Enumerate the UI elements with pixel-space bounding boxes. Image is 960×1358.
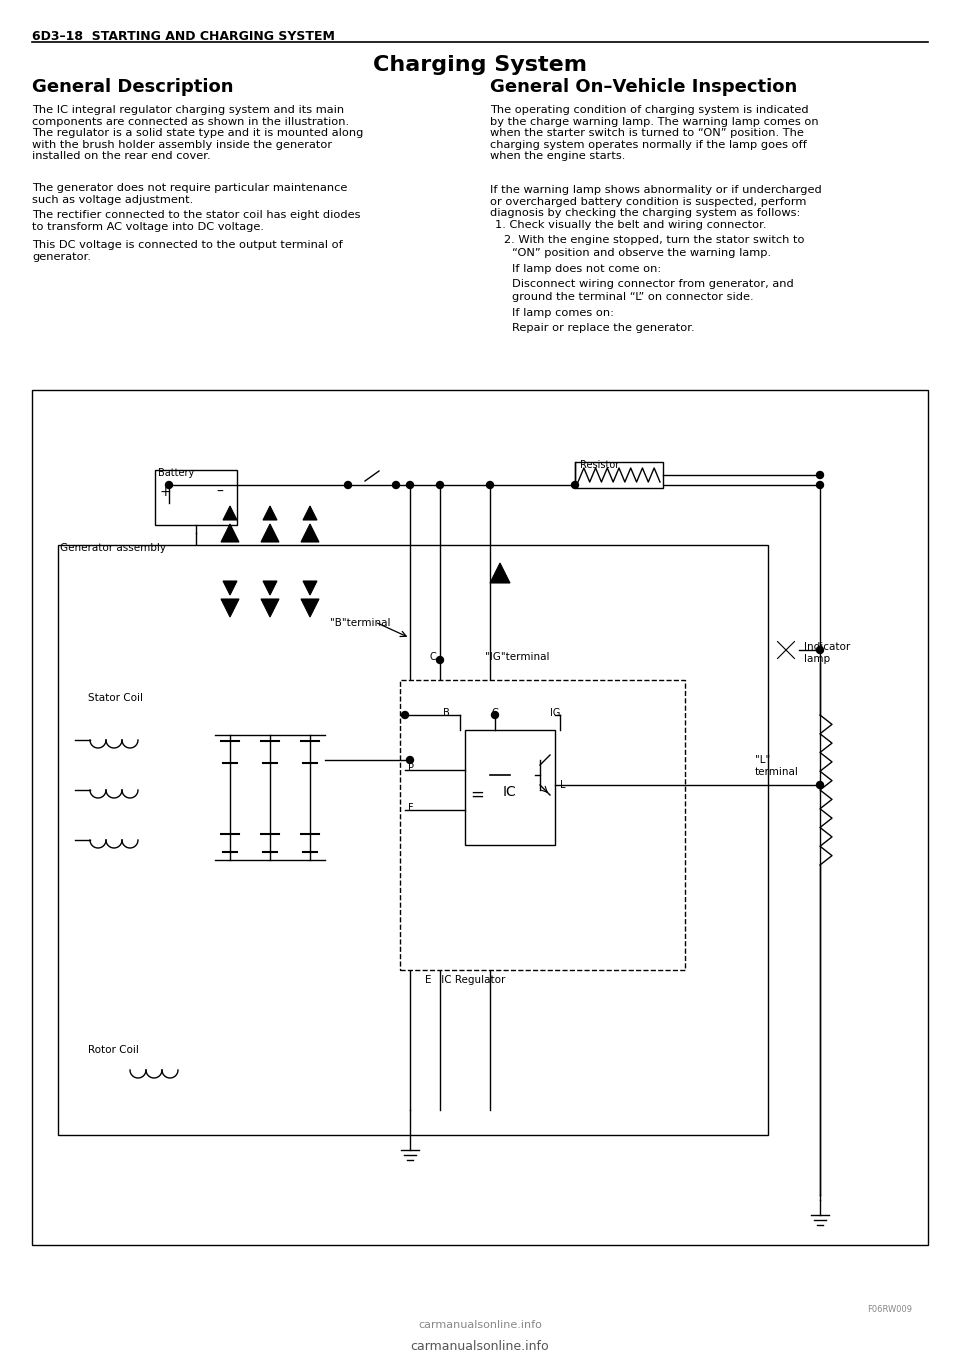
Circle shape — [108, 1066, 116, 1074]
Text: Charging System: Charging System — [373, 56, 587, 75]
Text: C: C — [492, 708, 499, 718]
Text: The IC integral regulator charging system and its main
components are connected : The IC integral regulator charging syste… — [32, 105, 364, 162]
Text: Stator Coil: Stator Coil — [88, 693, 143, 703]
Polygon shape — [301, 599, 319, 617]
Text: =: = — [470, 786, 484, 804]
Bar — [575, 462, 663, 488]
Polygon shape — [263, 581, 277, 595]
Text: "L"
terminal: "L" terminal — [755, 755, 799, 777]
Circle shape — [817, 482, 824, 489]
Text: “ON” position and observe the warning lamp.: “ON” position and observe the warning la… — [512, 249, 771, 258]
Polygon shape — [490, 564, 510, 583]
Text: F: F — [408, 803, 414, 813]
Circle shape — [437, 482, 444, 489]
Polygon shape — [221, 599, 239, 617]
Text: General Description: General Description — [32, 77, 233, 96]
Bar — [155, 470, 237, 526]
Circle shape — [165, 482, 173, 489]
Polygon shape — [221, 524, 239, 542]
Polygon shape — [223, 507, 237, 520]
Text: –: – — [217, 485, 224, 498]
Text: Generator assembly: Generator assembly — [60, 543, 166, 553]
Text: ground the terminal “L” on connector side.: ground the terminal “L” on connector sid… — [512, 292, 754, 301]
Circle shape — [164, 502, 174, 513]
Text: 2. With the engine stopped, turn the stator switch to: 2. With the engine stopped, turn the sta… — [504, 235, 804, 244]
Circle shape — [773, 637, 799, 663]
Polygon shape — [303, 581, 317, 595]
Bar — [400, 680, 685, 970]
Text: IG: IG — [550, 708, 561, 718]
Circle shape — [406, 756, 414, 763]
Text: Disconnect wiring connector from generator, and: Disconnect wiring connector from generat… — [512, 278, 794, 289]
Text: If lamp does not come on:: If lamp does not come on: — [512, 263, 661, 274]
Circle shape — [213, 502, 223, 513]
Text: The operating condition of charging system is indicated
by the charge warning la: The operating condition of charging syst… — [490, 105, 819, 162]
Text: "IG"terminal: "IG"terminal — [485, 652, 549, 661]
Circle shape — [406, 482, 414, 489]
Text: This DC voltage is connected to the output terminal of
generator.: This DC voltage is connected to the outp… — [32, 240, 343, 262]
Polygon shape — [261, 599, 279, 617]
Bar — [32, 390, 928, 1245]
Polygon shape — [223, 581, 237, 595]
Text: Resistor: Resistor — [580, 460, 619, 470]
Circle shape — [354, 479, 366, 492]
Circle shape — [184, 1066, 192, 1074]
Text: "B"terminal: "B"terminal — [330, 618, 391, 627]
Text: Battery: Battery — [158, 469, 194, 478]
Polygon shape — [301, 524, 319, 542]
Circle shape — [817, 471, 824, 478]
Text: The rectifier connected to the stator coil has eight diodes
to transform AC volt: The rectifier connected to the stator co… — [32, 210, 361, 232]
Circle shape — [571, 482, 579, 489]
Circle shape — [345, 482, 351, 489]
Text: The generator does not require particular maintenance
such as voltage adjustment: The generator does not require particula… — [32, 183, 348, 205]
Circle shape — [401, 712, 409, 718]
Polygon shape — [263, 507, 277, 520]
Text: Indicator
lamp: Indicator lamp — [804, 642, 851, 664]
Text: Repair or replace the generator.: Repair or replace the generator. — [512, 323, 695, 333]
Text: Rotor Coil: Rotor Coil — [88, 1046, 139, 1055]
Text: 1. Check visually the belt and wiring connector.: 1. Check visually the belt and wiring co… — [495, 220, 766, 230]
Text: P: P — [408, 763, 414, 773]
Circle shape — [437, 656, 444, 664]
Text: E   IC Regulator: E IC Regulator — [425, 975, 505, 985]
Text: B: B — [443, 708, 449, 718]
Text: carmanualsonline.info: carmanualsonline.info — [411, 1340, 549, 1353]
Circle shape — [492, 712, 498, 718]
Text: C: C — [430, 652, 437, 661]
Circle shape — [487, 482, 493, 489]
Circle shape — [817, 646, 824, 653]
Circle shape — [817, 781, 824, 789]
Circle shape — [378, 479, 390, 492]
Polygon shape — [303, 507, 317, 520]
Text: IC: IC — [503, 785, 516, 799]
Text: F06RW009: F06RW009 — [867, 1305, 912, 1315]
Polygon shape — [261, 524, 279, 542]
Text: General On–Vehicle Inspection: General On–Vehicle Inspection — [490, 77, 797, 96]
Text: If the warning lamp shows abnormality or if undercharged
or overcharged battery : If the warning lamp shows abnormality or… — [490, 185, 822, 219]
Bar — [58, 545, 768, 1135]
Text: +: + — [159, 485, 171, 498]
Text: 6D3–18  STARTING AND CHARGING SYSTEM: 6D3–18 STARTING AND CHARGING SYSTEM — [32, 30, 335, 43]
Text: carmanualsonline.info: carmanualsonline.info — [418, 1320, 542, 1329]
Text: L: L — [560, 779, 565, 790]
Bar — [465, 731, 555, 845]
Text: If lamp comes on:: If lamp comes on: — [512, 308, 614, 318]
Circle shape — [393, 482, 399, 489]
